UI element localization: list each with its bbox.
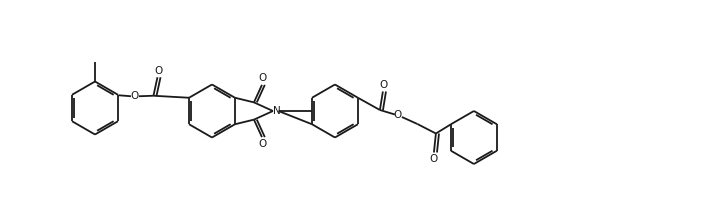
Text: O: O [259,139,267,149]
Text: O: O [259,73,267,83]
Text: O: O [131,91,139,101]
Text: O: O [394,111,402,121]
Text: O: O [380,80,388,90]
Text: O: O [155,66,162,76]
Text: O: O [430,154,438,164]
Text: N: N [273,106,280,116]
